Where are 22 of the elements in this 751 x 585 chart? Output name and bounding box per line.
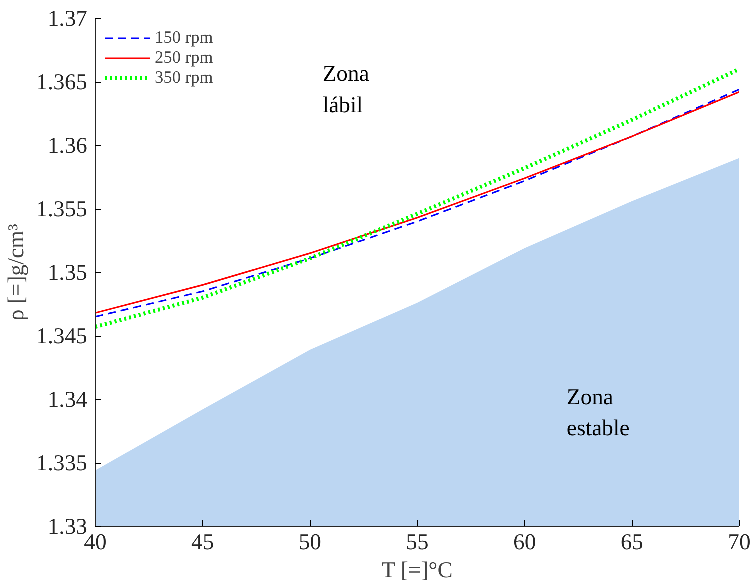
legend-label: 250 rpm: [155, 48, 214, 68]
y-tick-label: 1.33: [48, 514, 88, 539]
legend-label: 150 rpm: [155, 28, 214, 48]
legend-label: 350 rpm: [155, 68, 214, 88]
y-tick-label: 1.335: [36, 450, 88, 476]
y-tick-label: 1.35: [48, 260, 88, 285]
y-tick-label: 1.345: [36, 324, 88, 348]
annotation: Zona lábil: [322, 61, 370, 118]
y-tick-label: 1.355: [36, 196, 88, 222]
x-axis-title: T [=]°C: [382, 558, 453, 582]
y-tick-label: 1.37: [48, 6, 88, 31]
x-tick-label: 55: [406, 530, 429, 554]
y-axis-title: ρ [=]g/cm³: [4, 224, 29, 321]
x-tick-label: 45: [192, 530, 214, 554]
y-tick-label: 1.34: [48, 387, 88, 412]
y-tick-label: 1.365: [36, 70, 88, 94]
x-tick-label: 65: [620, 530, 644, 554]
x-tick-label: 60: [514, 530, 536, 554]
annotation: Zona estable: [566, 384, 630, 441]
y-tick-label: 1.36: [48, 133, 88, 158]
x-tick-label: 70: [728, 530, 751, 554]
x-tick-label: 50: [298, 530, 322, 554]
